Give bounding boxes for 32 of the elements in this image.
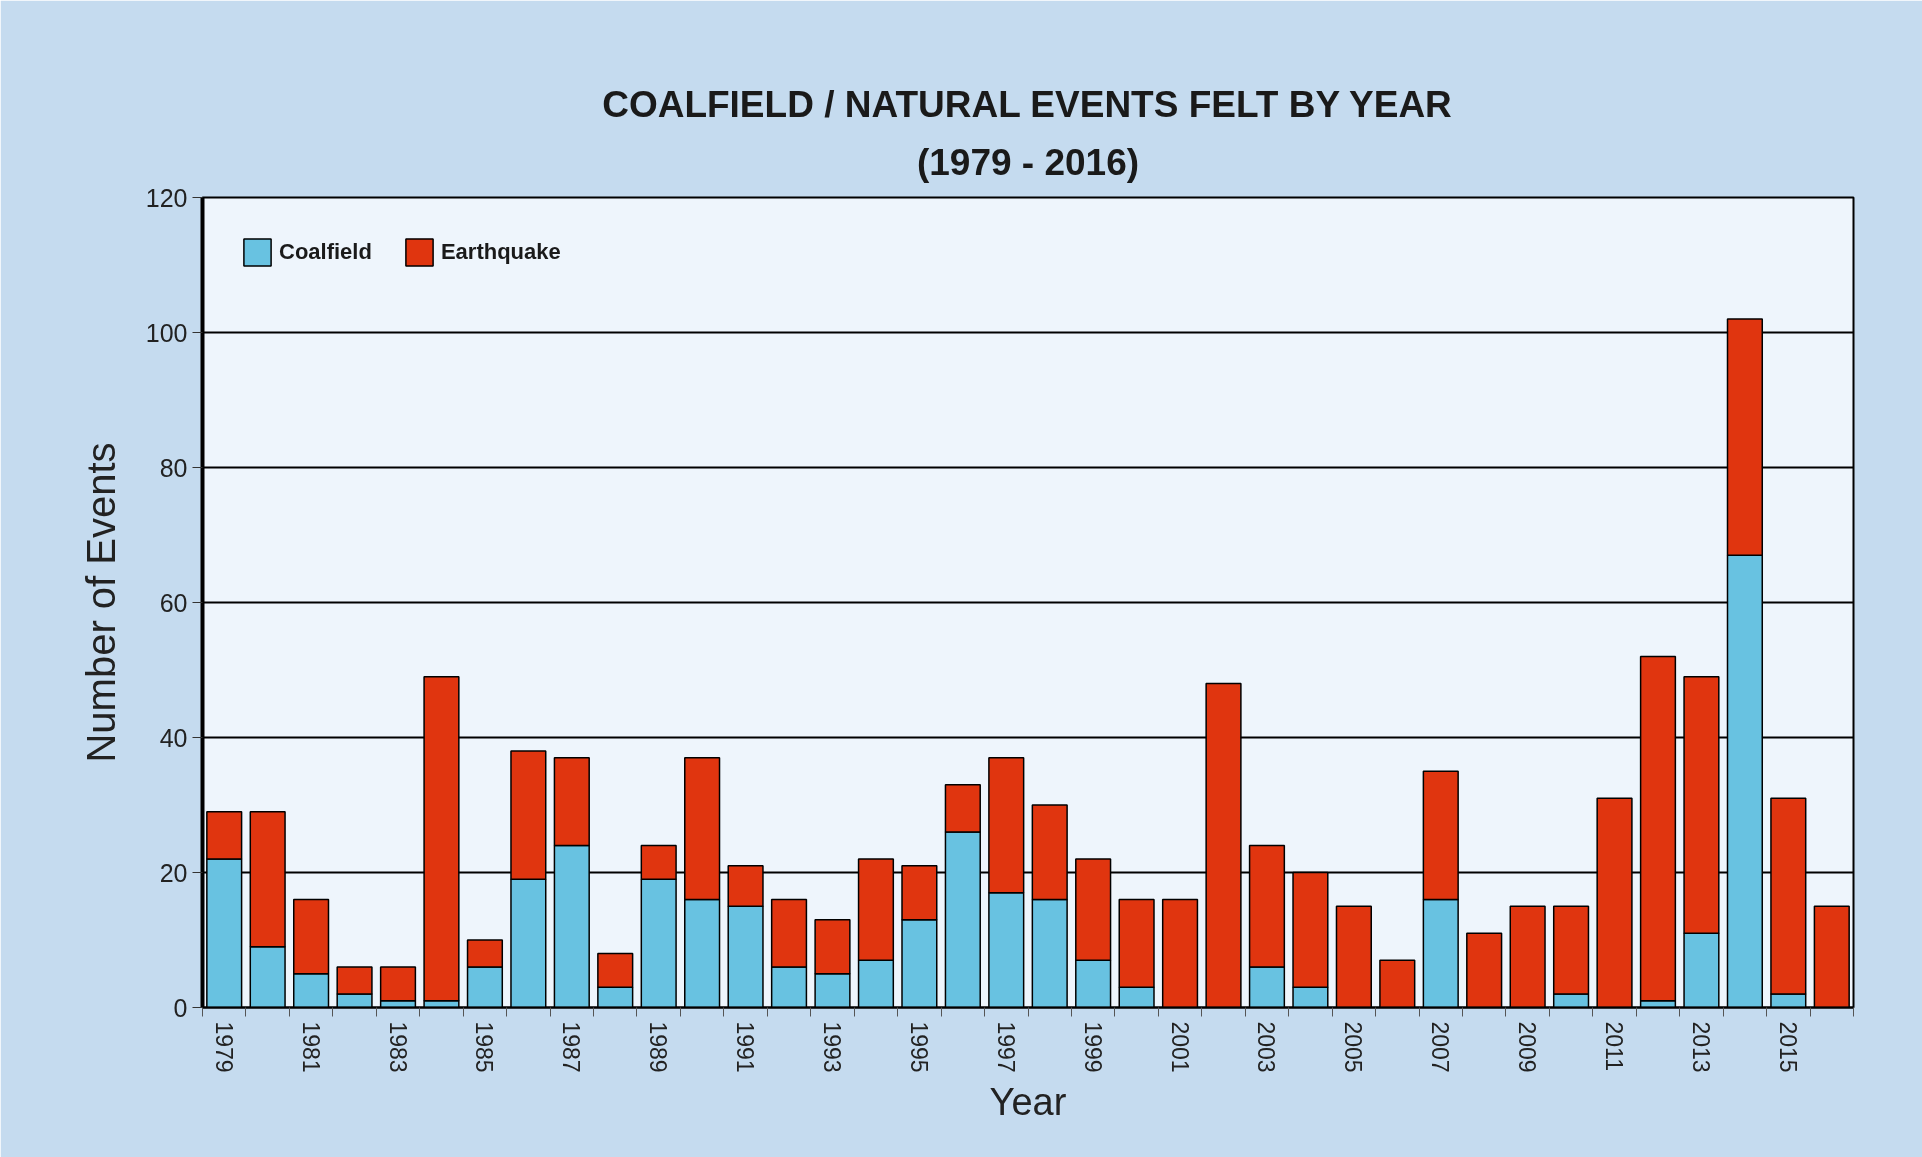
y-tick-label: 80 [159, 453, 188, 482]
legend-label: Earthquake [440, 239, 561, 265]
x-tick-label: 2013 [1687, 1021, 1714, 1073]
x-tick-label: 1983 [384, 1021, 411, 1073]
x-tick-label: 1999 [1079, 1021, 1106, 1073]
x-tick-label: 1979 [210, 1021, 237, 1073]
x-tick-label: 1985 [471, 1021, 498, 1073]
x-tick-label: 1991 [732, 1021, 759, 1073]
y-tick-label: 20 [159, 858, 188, 887]
x-tick-label: 1989 [645, 1021, 672, 1073]
y-tick-label: 0 [173, 993, 188, 1022]
x-tick-label: 1987 [558, 1021, 585, 1073]
x-tick-label: 2005 [1340, 1021, 1367, 1073]
x-tick-label: 1997 [992, 1021, 1019, 1073]
x-tick-label: 2003 [1253, 1021, 1280, 1073]
x-tick-label: 2007 [1427, 1021, 1454, 1073]
x-tick-label: 1981 [297, 1021, 324, 1073]
x-tick-label: 2015 [1774, 1021, 1801, 1073]
y-tick-label: 100 [145, 318, 188, 347]
chart-title: COALFIELD / NATURAL EVENTS FELT BY YEAR [602, 83, 1452, 125]
x-tick-label: 2009 [1514, 1021, 1541, 1073]
x-tick-label: 1995 [905, 1021, 932, 1073]
y-tick-label: 120 [145, 183, 188, 212]
x-tick-label: 2011 [1601, 1021, 1628, 1071]
y-axis-title: Number of Events [78, 442, 123, 763]
x-tick-label: 2001 [1166, 1021, 1193, 1073]
x-axis-title: Year [989, 1080, 1067, 1123]
legend-label: Coalfield [279, 239, 372, 265]
y-tick-label: 60 [159, 588, 188, 617]
chart-subtitle: (1979 - 2016) [916, 141, 1140, 183]
y-tick-label: 40 [159, 723, 188, 752]
x-tick-label: 1993 [818, 1021, 845, 1073]
